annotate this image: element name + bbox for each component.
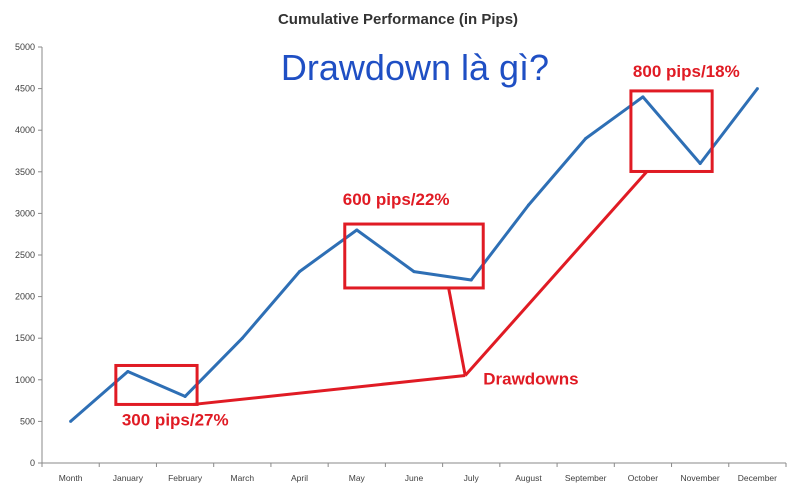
y-tick-label: 2500 bbox=[15, 250, 35, 260]
data-point bbox=[698, 161, 702, 165]
y-tick-label: 3500 bbox=[15, 167, 35, 177]
drawdowns-callout-label: Drawdowns bbox=[483, 369, 578, 388]
x-tick-label: December bbox=[738, 473, 777, 483]
drawdown-box bbox=[343, 222, 485, 290]
y-tick-label: 2000 bbox=[15, 292, 35, 302]
drawdown-label: 800 pips/18% bbox=[633, 62, 740, 81]
x-tick-label: November bbox=[681, 473, 720, 483]
x-tick-label: June bbox=[405, 473, 424, 483]
x-tick-label: March bbox=[230, 473, 254, 483]
overlay-title: Drawdown là gì? bbox=[281, 47, 549, 88]
data-point bbox=[469, 278, 473, 282]
chart-axes: 0 500 1000 1500 2000 2500 3000 3500 4000 4500 5000… bbox=[15, 42, 787, 483]
drawdown-pointer-line bbox=[192, 373, 466, 406]
drawdown-box bbox=[114, 363, 199, 406]
x-tick-label: February bbox=[168, 473, 203, 483]
x-tick-label: January bbox=[113, 473, 144, 483]
data-point bbox=[584, 137, 588, 141]
series-line bbox=[69, 87, 759, 423]
data-point bbox=[355, 228, 359, 232]
y-tick-label: 500 bbox=[20, 416, 35, 426]
drawdown-label: 600 pips/22% bbox=[343, 190, 450, 209]
data-point bbox=[526, 203, 530, 207]
drawdown-label: 300 pips/27% bbox=[122, 410, 229, 429]
y-tick-label: 5000 bbox=[15, 42, 35, 52]
series-layer bbox=[69, 87, 759, 423]
x-tick-label: April bbox=[291, 473, 308, 483]
y-tick-label: 4000 bbox=[15, 125, 35, 135]
annotation-layer: Drawdowns 300 pips/27% 600 pips/22% 800 pip… bbox=[114, 62, 740, 429]
chart-title: Cumulative Performance (in Pips) bbox=[278, 11, 518, 28]
x-tick-label: July bbox=[464, 473, 480, 483]
y-tick-label: 0 bbox=[30, 458, 35, 468]
data-point bbox=[126, 369, 130, 373]
drawdown-pointer-line bbox=[464, 170, 649, 377]
data-point bbox=[240, 336, 244, 340]
y-tick-label: 4500 bbox=[15, 84, 35, 94]
data-point bbox=[298, 270, 302, 274]
data-point bbox=[755, 87, 759, 91]
x-tick-label: October bbox=[628, 473, 658, 483]
y-tick-label: 3000 bbox=[15, 208, 35, 218]
data-point bbox=[183, 394, 187, 398]
x-tick-label: August bbox=[515, 473, 542, 483]
data-point bbox=[641, 95, 645, 99]
drawdown-box bbox=[629, 89, 714, 173]
data-point bbox=[412, 270, 416, 274]
data-point bbox=[69, 419, 73, 423]
drawdown-pointer-line bbox=[447, 287, 467, 376]
y-tick-label: 1000 bbox=[15, 375, 35, 385]
x-tick-label: Month bbox=[59, 473, 83, 483]
y-tick-label: 1500 bbox=[15, 333, 35, 343]
x-tick-label: September bbox=[565, 473, 607, 483]
x-tick-label: May bbox=[349, 473, 366, 483]
